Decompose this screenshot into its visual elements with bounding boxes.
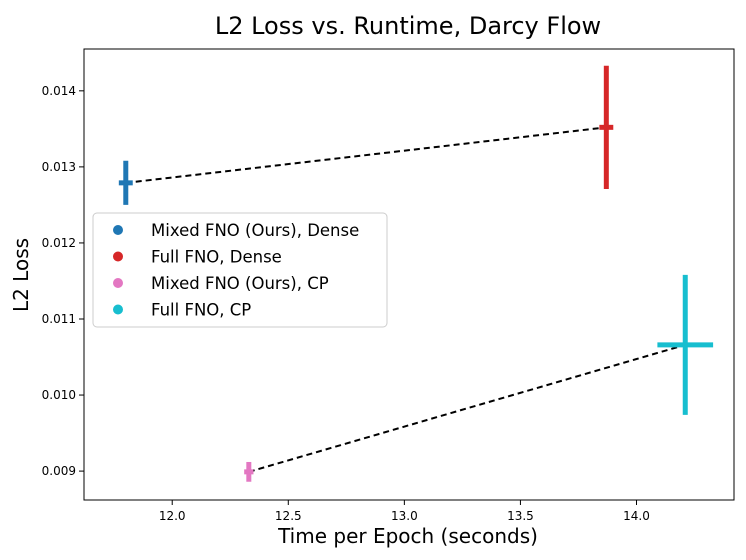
x-tick-label: 12.5 — [275, 509, 302, 523]
y-tick-label: 0.011 — [42, 312, 76, 326]
y-tick-label: 0.010 — [42, 388, 76, 402]
connector-line-1 — [125, 126, 607, 184]
y-axis-title: L2 Loss — [9, 238, 33, 312]
legend-item-2: Full FNO, Dense — [113, 248, 282, 267]
y-axis: 0.009 0.010 0.011 0.012 0.013 0.014 — [42, 84, 84, 478]
data-point-3 — [244, 461, 254, 482]
legend-box — [92, 212, 388, 328]
legend-item-3: Mixed FNO (Ours), CP — [113, 274, 329, 293]
legend-label: Full FNO, Dense — [151, 248, 282, 267]
y-tick-label: 0.013 — [42, 160, 76, 174]
legend-marker — [113, 278, 123, 288]
legend-label: Full FNO, CP — [151, 301, 251, 320]
plot-frame — [83, 48, 735, 501]
y-tick-label: 0.012 — [42, 236, 76, 250]
legend-item-1: Mixed FNO (Ours), Dense — [113, 221, 359, 240]
x-axis: 12.0 12.5 13.0 13.5 14.0 — [159, 500, 650, 523]
legend: Mixed FNO (Ours), Dense Full FNO, Dense Mi… — [92, 212, 388, 328]
legend-marker — [113, 251, 123, 262]
plot-area — [118, 65, 714, 482]
data-point-2 — [599, 65, 614, 189]
legend-label: Mixed FNO (Ours), CP — [151, 274, 329, 293]
x-tick-label: 13.0 — [391, 509, 418, 523]
y-tick-label: 0.009 — [42, 464, 76, 478]
legend-marker — [113, 304, 123, 315]
legend-marker — [113, 225, 123, 235]
y-tick-label: 0.014 — [42, 84, 76, 98]
x-tick-label: 12.0 — [159, 509, 186, 523]
legend-item-4: Full FNO, CP — [113, 301, 251, 320]
x-tick-label: 13.5 — [507, 509, 534, 523]
connector-line-2 — [248, 343, 686, 473]
data-point-4 — [657, 274, 714, 415]
data-point-1 — [118, 160, 133, 205]
legend-label: Mixed FNO (Ours), Dense — [151, 221, 359, 240]
chart-title: L2 Loss vs. Runtime, Darcy Flow — [215, 12, 601, 40]
x-tick-label: 14.0 — [623, 509, 650, 523]
x-axis-title: Time per Epoch (seconds) — [277, 524, 538, 548]
